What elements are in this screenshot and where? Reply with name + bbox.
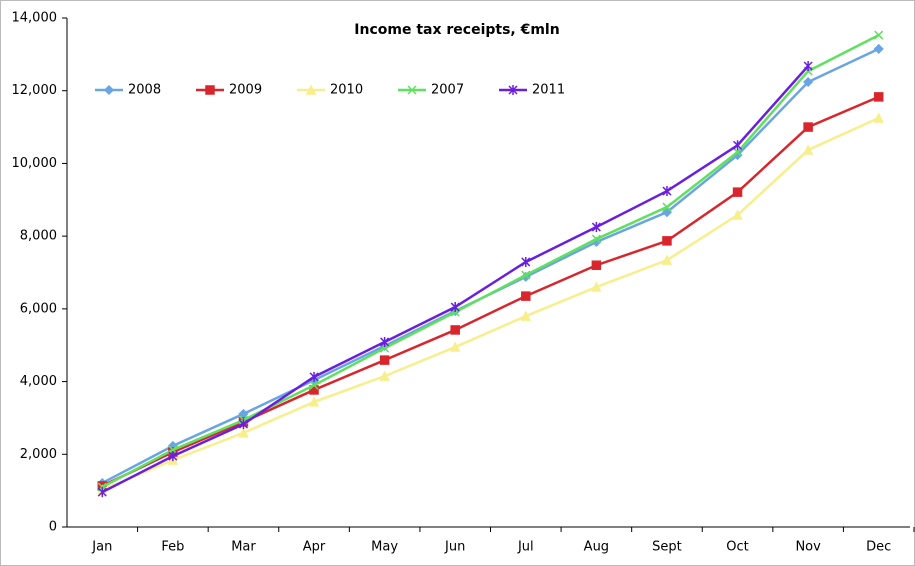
marker (873, 92, 884, 102)
marker (733, 140, 743, 151)
marker (238, 427, 249, 438)
x-tick-label: Apr (303, 540, 326, 555)
legend-label: 2010 (330, 83, 363, 98)
y-tick-label: 14,000 (12, 11, 58, 26)
x-tick-label: Aug (584, 540, 609, 555)
marker (873, 43, 884, 54)
x-tick-label: Jun (444, 540, 465, 555)
marker (803, 60, 813, 71)
x-tick-label: Dec (866, 540, 891, 555)
marker (591, 281, 602, 292)
marker (661, 207, 673, 218)
chart-title: Income tax receipts, €mln (354, 22, 559, 38)
marker (802, 144, 814, 155)
legend-label: 2008 (128, 83, 161, 98)
marker (520, 310, 532, 321)
marker (662, 202, 672, 212)
marker (732, 187, 743, 197)
marker (591, 222, 601, 233)
marker (103, 84, 115, 96)
marker (874, 30, 884, 40)
marker (407, 85, 417, 95)
x-tick-label: Mar (231, 540, 256, 555)
y-tick-label: 0 (49, 520, 57, 535)
marker (450, 325, 460, 335)
series-line (101, 47, 880, 485)
marker (308, 396, 320, 407)
y-tick-label: 12,000 (12, 83, 58, 98)
x-tick-label: Jul (517, 540, 534, 555)
marker (591, 260, 602, 270)
y-tick-label: 8,000 (20, 229, 57, 244)
x-tick-label: Jan (91, 540, 112, 555)
series-line (101, 65, 810, 494)
x-tick-label: Sept (652, 540, 682, 555)
marker (508, 85, 518, 95)
x-tick-label: Oct (726, 540, 748, 555)
marker (661, 254, 673, 265)
marker (205, 85, 215, 95)
marker (803, 76, 814, 88)
y-tick-label: 4,000 (20, 374, 57, 389)
marker (662, 186, 672, 197)
marker (449, 341, 461, 352)
marker (379, 370, 390, 381)
legend-label: 2011 (532, 83, 565, 98)
x-tick-label: May (371, 540, 398, 555)
y-tick-label: 6,000 (20, 301, 57, 316)
marker (379, 355, 390, 365)
legend-label: 2009 (229, 83, 262, 98)
marker (732, 209, 743, 220)
marker (591, 234, 601, 244)
marker (521, 256, 531, 267)
series-line (101, 33, 880, 489)
y-tick-label: 10,000 (12, 156, 58, 171)
x-tick-label: Nov (795, 540, 821, 555)
marker (450, 302, 460, 313)
marker (733, 147, 743, 157)
marker (380, 336, 390, 347)
marker (309, 380, 319, 390)
marker (97, 487, 107, 498)
marker (309, 371, 319, 382)
marker (521, 291, 531, 301)
y-tick-label: 2,000 (20, 447, 57, 462)
marker (873, 112, 884, 123)
legend-label: 2007 (431, 83, 464, 98)
marker (238, 419, 248, 430)
marker (803, 122, 813, 132)
marker (305, 84, 317, 95)
marker (521, 270, 531, 280)
series-line (101, 95, 880, 488)
marker (168, 451, 178, 462)
series-line (101, 116, 880, 492)
marker (662, 236, 672, 246)
x-tick-label: Feb (161, 540, 184, 555)
